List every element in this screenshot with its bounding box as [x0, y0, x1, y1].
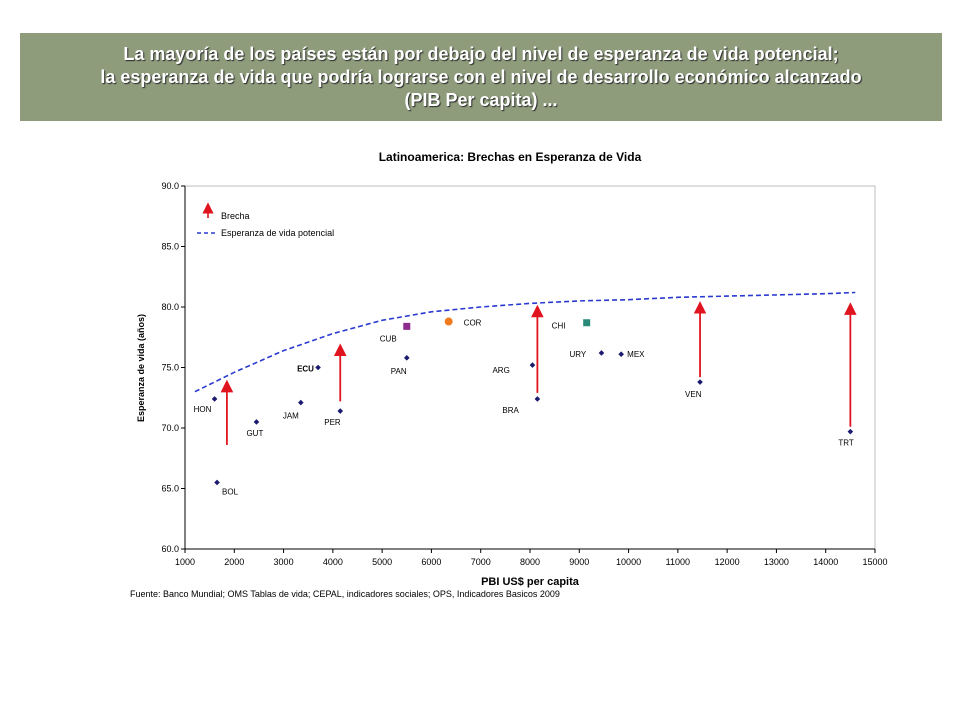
point-label-ecu: ECU	[297, 365, 314, 374]
chart-title: Latinoamerica: Brechas en Esperanza de V…	[379, 150, 642, 164]
source-note: Fuente: Banco Mundial; OMS Tablas de vid…	[130, 589, 560, 599]
point-label-ury: URY	[569, 350, 586, 359]
point-cor	[444, 317, 453, 326]
point-label-gut: GUT	[246, 429, 263, 438]
point-bol	[214, 479, 220, 486]
x-tick-label: 3000	[274, 557, 294, 567]
potential-life-expectancy-curve	[194, 291, 856, 393]
y-tick-label: 60.0	[161, 544, 179, 554]
point-label-cub: CUB	[380, 334, 397, 343]
x-tick-label: 5000	[372, 557, 392, 567]
y-tick-label: 80.0	[161, 302, 179, 312]
point-cub	[403, 322, 411, 330]
x-tick-label: 1000	[175, 557, 195, 567]
x-tick-label: 2000	[224, 557, 244, 567]
headline-line-1: La mayoría de los países están por debaj…	[123, 44, 839, 64]
point-label-trt: TRT	[838, 439, 854, 448]
point-mex	[618, 351, 624, 357]
y-tick-label: 90.0	[161, 181, 179, 191]
point-ury	[598, 350, 605, 356]
point-ecu	[315, 364, 321, 371]
legend-gap-label: Brecha	[221, 211, 250, 221]
point-trt	[847, 428, 854, 435]
x-tick-label: 8000	[520, 557, 540, 567]
point-bra	[534, 396, 541, 402]
x-tick-label: 14000	[813, 557, 838, 567]
point-chi	[583, 319, 591, 327]
point-arg	[529, 362, 536, 368]
point-label-chi: CHI	[552, 322, 566, 331]
x-tick-label: 12000	[715, 557, 740, 567]
point-label-cor: COR	[464, 319, 482, 328]
point-hon	[211, 396, 218, 402]
x-tick-label: 13000	[764, 557, 789, 567]
point-ven	[697, 379, 703, 385]
point-per	[337, 408, 344, 414]
y-tick-label: 85.0	[161, 242, 179, 252]
x-tick-label: 7000	[471, 557, 491, 567]
x-tick-label: 6000	[421, 557, 441, 567]
point-gut	[253, 419, 260, 425]
legend: Brecha Esperanza de vida potencial	[197, 202, 334, 238]
point-label-arg: ARG	[492, 366, 509, 375]
x-tick-label: 11000	[666, 557, 690, 567]
x-tick-label: 10000	[616, 557, 641, 567]
country-points: HON BOL GUT JAM ECU PER CUB PAN COR ARG BRA CHI URY M…	[194, 317, 854, 496]
point-label-bol: BOL	[222, 487, 239, 496]
point-jam	[298, 399, 304, 406]
point-pan	[403, 355, 410, 361]
headline-banner: La mayoría de los países están por debaj…	[20, 33, 942, 121]
point-label-per: PER	[324, 418, 341, 427]
headline-line-2: la esperanza de vida que podría lograrse…	[100, 67, 862, 87]
point-label-jam: JAM	[283, 412, 299, 421]
point-label-pan: PAN	[391, 367, 407, 376]
plot-area	[184, 185, 876, 550]
point-label-ven: VEN	[685, 390, 702, 399]
y-tick-label: 70.0	[161, 423, 179, 433]
x-tick-label: 4000	[323, 557, 343, 567]
y-axis-label: Esperanza de vida (años)	[136, 314, 146, 422]
point-label-hon: HON	[194, 405, 212, 414]
legend-curve-label: Esperanza de vida potencial	[221, 228, 334, 238]
x-tick-label: 15000	[862, 557, 887, 567]
x-tick-label: 9000	[569, 557, 589, 567]
y-tick-label: 75.0	[161, 363, 179, 373]
y-tick-label: 65.0	[161, 484, 179, 494]
point-label-bra: BRA	[502, 406, 519, 415]
x-axis-label: PBI US$ per capita	[481, 576, 580, 588]
headline-line-3: (PIB Per capita) ...	[404, 90, 558, 110]
axes: 1000 2000 3000 4000 5000 6000 7000 8000 9000 1000…	[161, 181, 887, 567]
gap-arrows	[220, 301, 857, 445]
point-label-mex: MEX	[627, 350, 645, 359]
